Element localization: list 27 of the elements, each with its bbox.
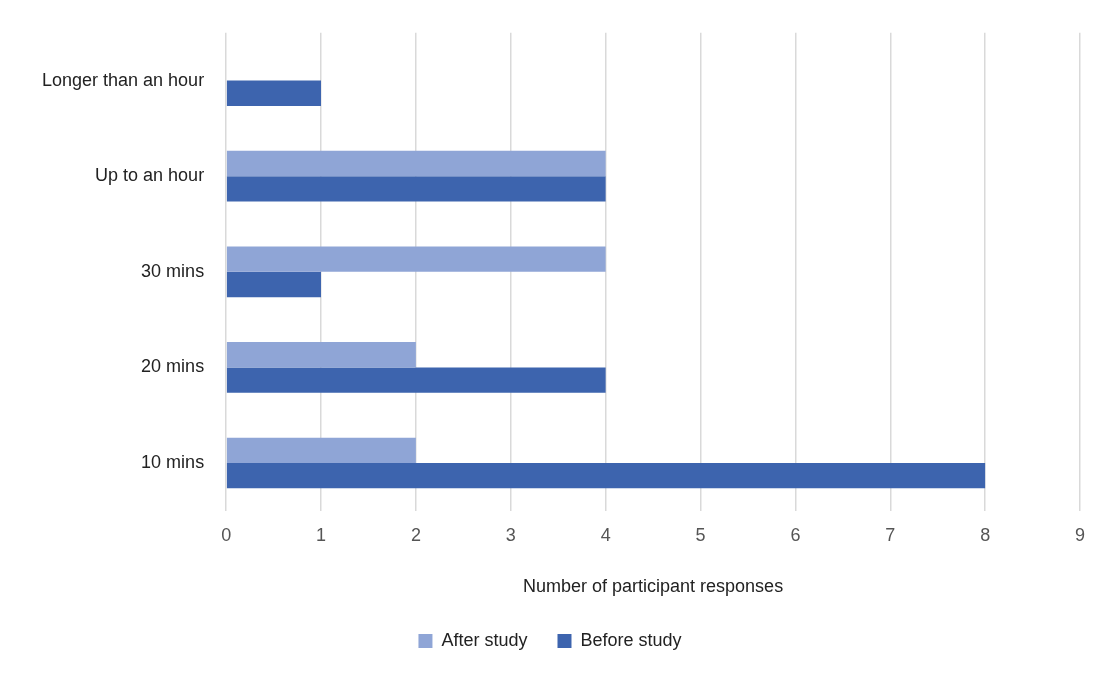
legend-label: After study [441,629,528,650]
y-tick-label: 30 mins [141,260,205,281]
x-tick-label: 9 [1074,524,1086,545]
x-tick-label: 0 [221,524,232,545]
legend-label: Before study [580,629,682,650]
x-axis-title: Number of participant responses [523,576,784,597]
x-tick-label: 5 [695,524,706,545]
x-tick-label: 3 [505,524,516,545]
x-tick-label: 6 [790,524,801,545]
bar [226,271,322,298]
y-tick-label: 10 mins [141,451,205,472]
bar [226,463,986,489]
x-tick-label: 1 [316,524,327,545]
x-tick-label: 2 [410,524,421,545]
bar [226,80,322,106]
y-tick-label: Up to an hour [95,165,205,186]
bar [226,246,606,272]
y-tick-label: Longer than an hour [41,69,205,90]
x-tick-label: 8 [980,524,991,545]
x-tick-label: 7 [885,524,896,545]
y-tick-label: 20 mins [141,356,205,377]
x-tick-label: 4 [600,524,611,545]
bar [226,437,416,463]
bar [226,342,416,368]
bar [226,176,606,202]
bar [226,150,606,177]
bar [226,367,606,393]
